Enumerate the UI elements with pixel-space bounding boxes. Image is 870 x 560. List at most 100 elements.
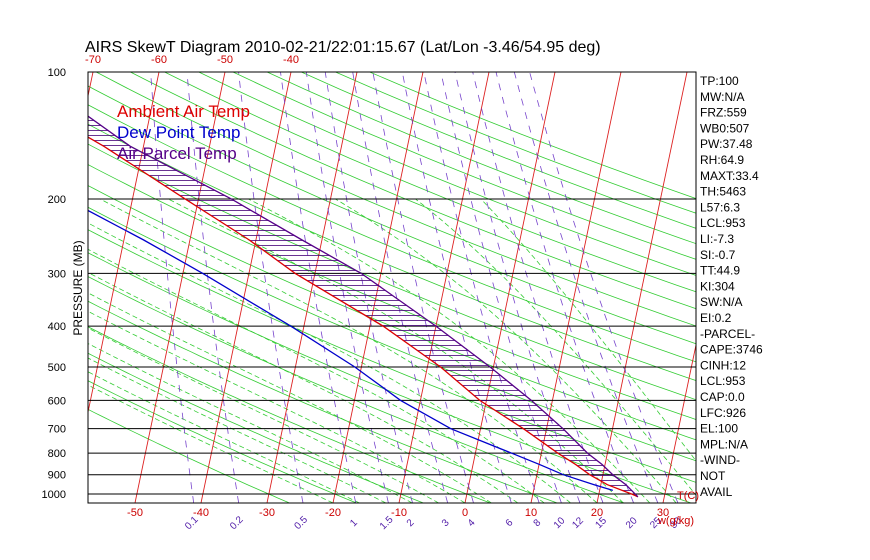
index-label: SW:N/A — [700, 295, 742, 309]
mixing-ratio-label: 1 — [348, 517, 360, 529]
dry-adiabat-line — [88, 276, 625, 503]
index-label: CAPE:3746 — [700, 343, 763, 357]
bottom-temp-ticks: -50 -40 -30 -20 -10 0 10 20 30 — [127, 507, 669, 519]
bottom-temp-tick-label: 10 — [525, 507, 537, 519]
index-label: PW:37.48 — [700, 137, 753, 151]
index-label: KI:304 — [700, 279, 735, 293]
chart-title: AIRS SkewT Diagram 2010-02-21/22:01:15.6… — [85, 39, 601, 56]
isotherm-line — [266, 72, 358, 503]
mixing-ratio-label: 12 — [570, 515, 586, 531]
dry-adiabat-line — [164, 72, 696, 293]
top-temp-tick-label: -60 — [151, 54, 167, 66]
index-label: FRZ:559 — [700, 106, 747, 120]
mixing-ratio-line — [324, 72, 413, 503]
dry-adiabat-line — [232, 72, 696, 260]
pressure-tick-label: 200 — [48, 194, 66, 206]
isotherm-line — [88, 72, 160, 415]
mixing-ratio-label: 4 — [466, 517, 478, 529]
mixing-unit-label: w(g/kg) — [657, 515, 694, 527]
dry-adiabat-line — [88, 104, 696, 363]
moist-adiabat-line — [88, 222, 571, 503]
index-label: CAP:0.0 — [700, 390, 745, 404]
dry-adiabat-line — [88, 229, 696, 483]
mixing-ratio-line — [440, 72, 562, 503]
dry-adiabat-line — [96, 72, 696, 327]
mixing-ratio-line — [495, 72, 634, 503]
pressure-tick-label: 500 — [48, 362, 66, 374]
legend-dew-point-temp: Dew Point Temp — [117, 123, 240, 142]
isotherm-line — [795, 72, 870, 503]
moist-adiabat-line — [100, 198, 598, 503]
dry-adiabat-line — [88, 300, 558, 503]
moist-adiabat-line — [335, 198, 677, 503]
moist-adiabat-line — [88, 248, 545, 503]
moist-adiabat-line — [88, 272, 519, 503]
pressure-tick-label: 600 — [48, 395, 66, 407]
bottom-temp-tick-label: -10 — [391, 507, 407, 519]
bottom-temp-tick-label: -50 — [127, 507, 143, 519]
dry-adiabat-line — [198, 72, 696, 276]
index-label: MPL:N/A — [700, 437, 748, 451]
moist-adiabat-line — [88, 310, 466, 503]
top-temp-ticks: -70 -60 -50 -40 — [85, 54, 299, 66]
legend: Ambient Air Temp Dew Point Temp Air Parc… — [117, 102, 250, 163]
pressure-tick-label: 700 — [48, 424, 66, 436]
mixing-ratio-line — [529, 72, 679, 503]
legend-air-parcel-temp: Air Parcel Temp — [117, 144, 237, 163]
top-temp-tick-label: -40 — [283, 54, 299, 66]
moist-adiabat-line — [88, 357, 386, 503]
pressure-ticks: 100 200 300 400 500 600 700 800 900 1000 — [42, 67, 66, 501]
index-label: TT:44.9 — [700, 264, 740, 278]
dry-adiabat-line — [88, 85, 696, 345]
index-label: LFC:926 — [700, 406, 746, 420]
bottom-temp-tick-label: 30 — [657, 507, 669, 519]
bottom-temp-tick-label: -40 — [193, 507, 209, 519]
index-label: LCL:953 — [700, 216, 746, 230]
plot-area — [87, 71, 870, 504]
mixing-ratio-line — [305, 72, 389, 503]
bottom-temp-tick-label: -30 — [259, 507, 275, 519]
index-label: EI:0.2 — [700, 311, 732, 325]
dry-adiabat-line — [88, 123, 696, 381]
moist-adiabat-line — [88, 327, 439, 503]
series-line-ambient-air-temp — [88, 136, 639, 498]
pressure-tick-label: 800 — [48, 448, 66, 460]
bottom-temp-tick-label: 20 — [591, 507, 603, 519]
bottom-temp-tick-label: -20 — [325, 507, 341, 519]
mixing-ratio-line — [513, 72, 659, 503]
index-label: LCL:953 — [700, 374, 746, 388]
moist-adiabat-line — [88, 292, 492, 503]
plot-frame — [87, 71, 697, 504]
dry-adiabat-line — [301, 72, 696, 229]
isotherm-line — [662, 342, 696, 503]
index-label: AVAIL — [700, 485, 733, 499]
mixing-ratio-line — [454, 72, 581, 503]
index-label: MW:N/A — [700, 90, 744, 104]
dry-adiabat-line — [88, 185, 696, 441]
isotherm-line — [398, 72, 490, 503]
dry-adiabat-line — [88, 408, 290, 503]
cape-hatch-area — [88, 116, 637, 496]
mixing-ratio-label: 3 — [440, 517, 452, 529]
isotherm-line — [596, 72, 688, 503]
index-label: WB0:507 — [700, 121, 750, 135]
mixing-ratio-line — [238, 72, 304, 503]
series-line-dew-point-temp — [88, 209, 613, 492]
pressure-tick-label: 1000 — [42, 489, 66, 501]
moist-adiabat-line — [88, 343, 413, 503]
pressure-tick-label: 400 — [48, 321, 66, 333]
isotherms — [88, 72, 870, 503]
mixing-ratio-label: 0.2 — [228, 514, 246, 532]
index-label: SI:-0.7 — [700, 248, 736, 262]
index-label: L57:6.3 — [700, 200, 740, 214]
pressure-tick-label: 100 — [48, 67, 66, 79]
moist-adiabat-line — [480, 198, 696, 462]
index-label: TH:5463 — [700, 185, 746, 199]
mixing-ratio-line — [423, 72, 540, 503]
dry-adiabat-line — [88, 380, 357, 503]
mixing-ratio-label: 6 — [504, 517, 516, 529]
mixing-ratio-line — [186, 72, 240, 503]
mixing-ratio-label: 10 — [552, 515, 568, 531]
